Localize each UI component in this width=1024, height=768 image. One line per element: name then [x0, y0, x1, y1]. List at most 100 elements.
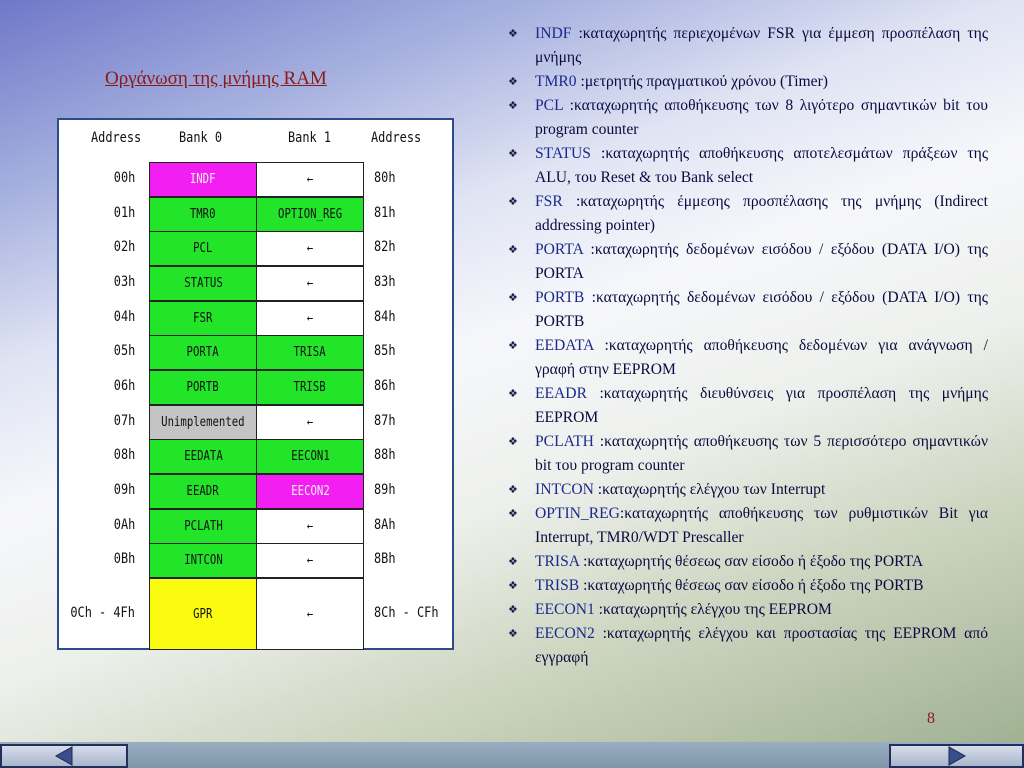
diamond-bullet-icon: ❖ [508, 508, 518, 520]
bank0-register-name: EEDATA [183, 449, 223, 464]
bank1-cell: EECON1 [256, 439, 364, 474]
register-description-item: ❖ EECON1 :καταχωρητής ελέγχου της EEPROM [508, 598, 988, 622]
address-left-label: 01h [113, 205, 135, 221]
header-bank0: Bank 0 [179, 130, 222, 146]
register-description-item: ❖ TRISA :καταχωρητής θέσεως σαν είσοδο ή … [508, 550, 988, 574]
register-term: INTCON [535, 481, 594, 498]
register-description-item: ❖ STATUS :καταχωρητής αποθήκευσης αποτελε… [508, 142, 988, 190]
register-description-text: :καταχωρητής θέσεως σαν είσοδο ή έξοδο τ… [579, 577, 924, 594]
bank1-cell: ← [256, 301, 364, 336]
address-right-label: 81h [374, 205, 396, 221]
bank1-cell: ← [256, 266, 364, 301]
address-right-label: 8Ch - CFh [374, 604, 439, 621]
register-description-text: :καταχωρητής ελέγχου των Interrupt [593, 481, 826, 498]
register-description-item: ❖ EEDATA :καταχωρητής αποθήκευσης δεδομέν… [508, 334, 988, 382]
register-description-item: ❖ EECON2 :καταχωρητής ελέγχου και προστασ… [508, 622, 988, 670]
bank1-cell: TRISA [256, 335, 364, 370]
slide-title: Οργάνωση της μνήμης RAM [105, 68, 327, 89]
address-left-label: 06h [113, 378, 135, 394]
address-left-label: 0Ah [113, 517, 135, 533]
register-description-text: :καταχωρητής δεδομένων εισόδου / εξόδου … [535, 289, 988, 330]
diamond-bullet-icon: ❖ [508, 436, 518, 448]
bank0-register-name: FSR [193, 311, 213, 326]
bank0-cell: Unimplemented [149, 405, 257, 440]
diamond-bullet-icon: ❖ [508, 244, 518, 256]
bank0-register-name: STATUS [183, 276, 223, 291]
left-arrow-icon: ← [306, 172, 314, 187]
address-right-label: 83h [374, 274, 396, 290]
register-description-text: :καταχωρητής έμμεσης προσπέλασης της μνή… [535, 193, 988, 234]
address-left-label: 07h [113, 413, 135, 429]
register-term: PORTB [535, 289, 585, 306]
register-description-text: :καταχωρητής διευθύνσεις για προσπέλαση … [535, 385, 988, 426]
register-description-item: ❖ INTCON :καταχωρητής ελέγχου των Interru… [508, 478, 988, 502]
register-description-item: ❖ FSR :καταχωρητής έμμεσης προσπέλασης τη… [508, 190, 988, 238]
address-right-label: 86h [374, 378, 396, 394]
register-description-text: :καταχωρητής περιεχομένων FSR για έμμεση… [535, 25, 988, 66]
diamond-bullet-icon: ❖ [508, 388, 518, 400]
left-arrow-icon: ← [306, 553, 314, 568]
address-right-label: 82h [374, 239, 396, 255]
bank0-register-name: GPR [193, 606, 213, 622]
register-term: STATUS [535, 145, 591, 162]
bank0-register-name: PORTB [186, 380, 220, 395]
register-description-item: ❖ TRISB :καταχωρητής θέσεως σαν είσοδο ή … [508, 574, 988, 598]
register-term: EECON1 [535, 601, 595, 618]
bank1-cell: EECON2 [256, 474, 364, 509]
bank1-cell: OPTION_REG [256, 197, 364, 232]
bank0-cell: TMR0 [149, 197, 257, 232]
address-left-label: 03h [113, 274, 135, 290]
bank0-register-name: INDF [190, 172, 216, 187]
bank1-cell: TRISB [256, 370, 364, 405]
diamond-bullet-icon: ❖ [508, 628, 518, 640]
register-description-item: ❖ PCL :καταχωρητής αποθήκευσης των 8 λιγό… [508, 94, 988, 142]
left-arrow-icon: ← [306, 606, 314, 622]
bank0-register-name: PCL [193, 241, 213, 256]
register-description-text: :καταχωρητής θέσεως σαν είσοδο ή έξοδο τ… [579, 553, 924, 570]
bank0-cell: PCL [149, 231, 257, 266]
bank0-cell: INDF [149, 162, 257, 197]
register-term: FSR [535, 193, 563, 210]
register-term: TRISB [535, 577, 580, 594]
left-arrow-icon: ← [306, 519, 314, 534]
bank0-register-name: EEADR [186, 484, 220, 499]
previous-slide-button[interactable] [0, 744, 128, 768]
address-right-label: 89h [374, 482, 396, 498]
bank1-cell: ← [256, 162, 364, 197]
register-description-text: :καταχωρητής δεδομένων εισόδου / εξόδου … [535, 241, 988, 282]
register-description-text: :καταχωρητής αποθήκευσης των 5 περισσότε… [535, 433, 988, 474]
address-right-label: 88h [374, 447, 396, 463]
register-description-item: ❖ PCLATH :καταχωρητής αποθήκευσης των 5 π… [508, 430, 988, 478]
bank0-register-name: Unimplemented [161, 415, 245, 430]
register-description-list: ❖ INDF :καταχωρητής περιεχομένων FSR για … [508, 22, 988, 670]
diamond-bullet-icon: ❖ [508, 484, 518, 496]
bank1-cell: ← [256, 543, 364, 578]
address-right-label: 80h [374, 170, 396, 186]
next-slide-button[interactable] [889, 744, 1024, 768]
address-left-label: 00h [113, 170, 135, 186]
diamond-bullet-icon: ❖ [508, 580, 518, 592]
bank1-cell: ← [256, 509, 364, 544]
register-description-item: ❖ EEADR :καταχωρητής διευθύνσεις για προσ… [508, 382, 988, 430]
page-number: 8 [927, 710, 935, 727]
bank1-register-name: OPTION_REG [277, 207, 343, 222]
diamond-bullet-icon: ❖ [508, 196, 518, 208]
left-arrow-icon: ← [306, 276, 314, 291]
address-left-label: 04h [113, 309, 135, 325]
address-right-label: 85h [374, 343, 396, 359]
address-right-label: 8Ah [374, 517, 396, 533]
left-arrow-icon: ← [306, 415, 314, 430]
register-description-text: :καταχωρητής αποθήκευσης των 8 λιγότερο … [535, 97, 988, 138]
memory-map-table: Address Bank 0 Bank 1 Address 00h INDF ← 80… [57, 118, 454, 650]
register-description-text: :καταχωρητής αποθήκευσης δεδομένων για α… [535, 337, 988, 378]
address-left-label: 09h [113, 482, 135, 498]
register-description-item: ❖ PORTA :καταχωρητής δεδομένων εισόδου / … [508, 238, 988, 286]
bank0-cell: EEDATA [149, 439, 257, 474]
bank1-register-name: TRISB [293, 380, 327, 395]
register-description-text: :μετρητής πραγματικού χρόνου (Timer) [576, 73, 828, 90]
bank0-cell: INTCON [149, 543, 257, 578]
address-left-label: 0Ch - 4Fh [70, 604, 135, 621]
address-right-label: 8Bh [374, 551, 396, 567]
register-description-item: ❖ INDF :καταχωρητής περιεχομένων FSR για … [508, 22, 988, 70]
diamond-bullet-icon: ❖ [508, 556, 518, 568]
